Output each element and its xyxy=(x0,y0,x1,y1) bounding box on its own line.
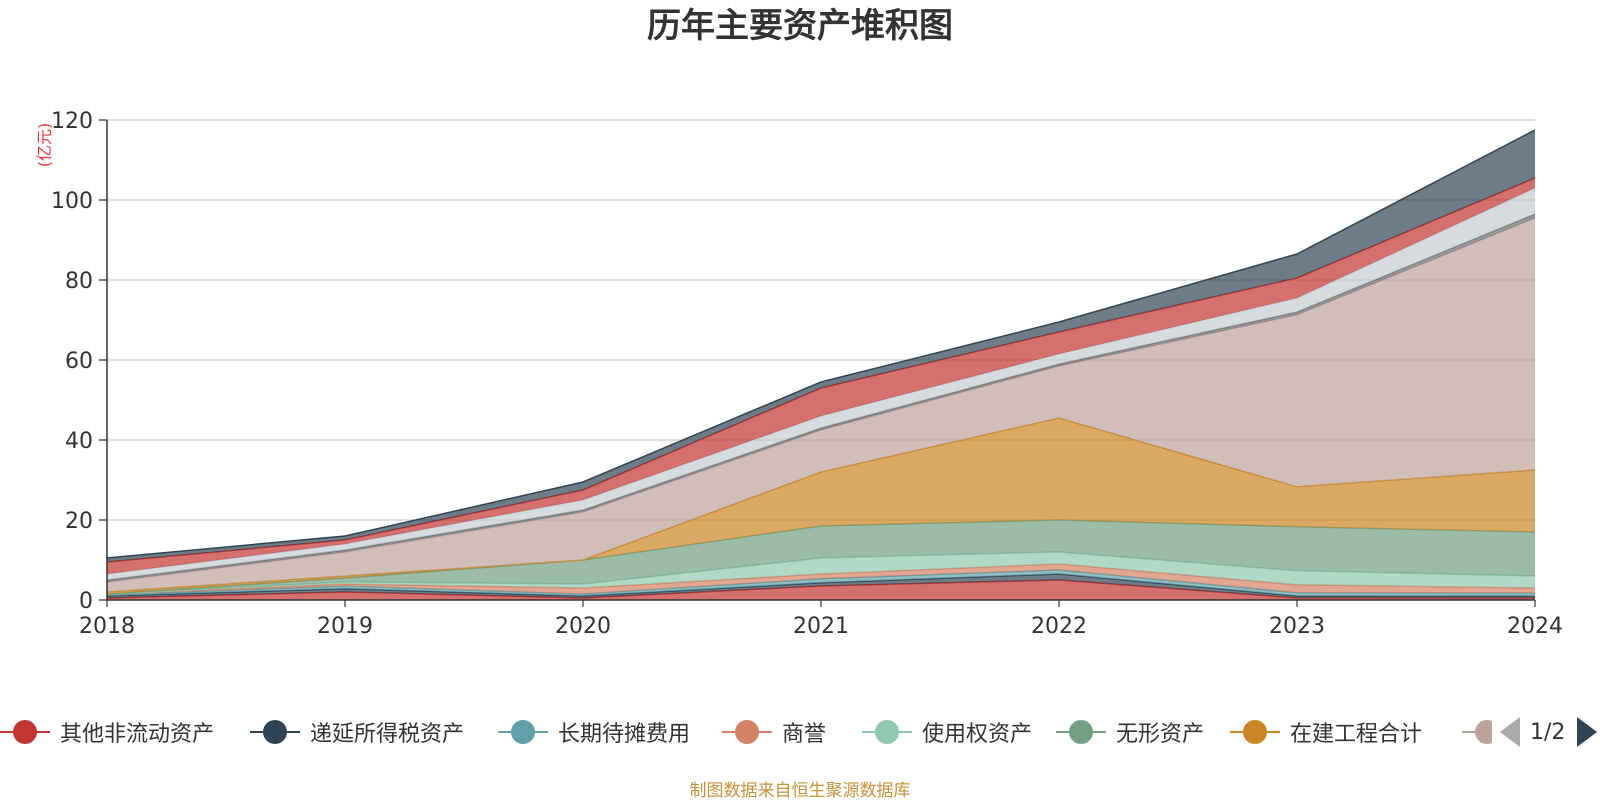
source-note: 制图数据来自恒生聚源数据库 xyxy=(689,781,911,801)
legend-item[interactable]: 其他非流动资产 xyxy=(0,712,214,752)
x-tick-label: 2019 xyxy=(317,614,373,639)
y-axis-unit-label: (亿元) xyxy=(35,123,54,168)
y-tick-label: 20 xyxy=(65,509,93,534)
legend-item[interactable]: 使用权资产 xyxy=(862,712,1032,752)
x-tick-label: 2024 xyxy=(1507,614,1563,639)
legend-item[interactable]: 递延所得税资产 xyxy=(250,712,464,752)
legend-label: 商誉 xyxy=(782,722,827,747)
area-series-3[interactable] xyxy=(107,564,1535,595)
y-tick-label: 100 xyxy=(51,189,93,214)
legend-item[interactable]: 商誉 xyxy=(722,712,826,752)
axes: 0 20 40 60 80 100 120 2018 2019 2020 2021 2022 2023 2… xyxy=(51,109,1563,639)
area-series-5[interactable] xyxy=(107,520,1535,594)
y-tick-label: 0 xyxy=(79,589,93,614)
y-tick-label: 40 xyxy=(65,429,93,454)
legend-item[interactable]: 长期待摊费用 xyxy=(498,712,690,752)
legend-item[interactable]: 在建工程合计 xyxy=(1230,712,1422,752)
legend-label: 长期待摊费用 xyxy=(558,722,691,747)
chart-title: 历年主要资产堆积图 xyxy=(647,6,953,46)
legend-label: 无形资产 xyxy=(1116,722,1205,747)
legend-item[interactable]: 无形资产 xyxy=(1056,712,1204,752)
legend-marker-icon xyxy=(1056,719,1106,745)
legend-item-partial[interactable] xyxy=(1462,712,1492,752)
legend-next-page-button[interactable] xyxy=(1577,717,1598,747)
legend: 其他非流动资产 递延所得税资产 长期待摊费用 商誉 使用权资产 无形资产 在建工程合计 1/… xyxy=(0,712,1600,752)
stacked-areas xyxy=(106,129,1536,600)
legend-marker-icon xyxy=(0,719,50,745)
chart-plot: 0 20 40 60 80 100 120 2018 2019 2020 2021 2022 2023 2… xyxy=(35,109,1563,639)
legend-marker-icon xyxy=(250,719,300,745)
area-series-7[interactable] xyxy=(107,218,1535,592)
legend-pager: 1/2 xyxy=(1500,712,1598,752)
legend-label: 在建工程合计 xyxy=(1290,722,1423,747)
legend-label: 其他非流动资产 xyxy=(60,722,215,747)
x-tick-label: 2018 xyxy=(79,614,135,639)
x-tick-label: 2022 xyxy=(1031,614,1087,639)
legend-label: 递延所得税资产 xyxy=(310,722,465,747)
area-series-line-11 xyxy=(106,129,1536,559)
legend-label: 使用权资产 xyxy=(922,722,1033,747)
x-tick-label: 2021 xyxy=(793,614,849,639)
legend-prev-page-button[interactable] xyxy=(1500,717,1520,747)
legend-marker-icon xyxy=(498,719,548,745)
legend-marker-icon xyxy=(1462,719,1492,745)
x-tick-label: 2020 xyxy=(555,614,611,639)
area-series-1[interactable] xyxy=(107,574,1535,598)
area-series-6[interactable] xyxy=(107,418,1535,594)
x-tick-label: 2023 xyxy=(1269,614,1325,639)
legend-page-indicator: 1/2 xyxy=(1530,719,1566,745)
legend-marker-icon xyxy=(1230,719,1280,745)
y-tick-label: 120 xyxy=(51,109,93,134)
legend-marker-icon xyxy=(722,719,772,745)
y-tick-label: 60 xyxy=(65,349,93,374)
y-tick-label: 80 xyxy=(65,269,93,294)
legend-marker-icon xyxy=(862,719,912,745)
